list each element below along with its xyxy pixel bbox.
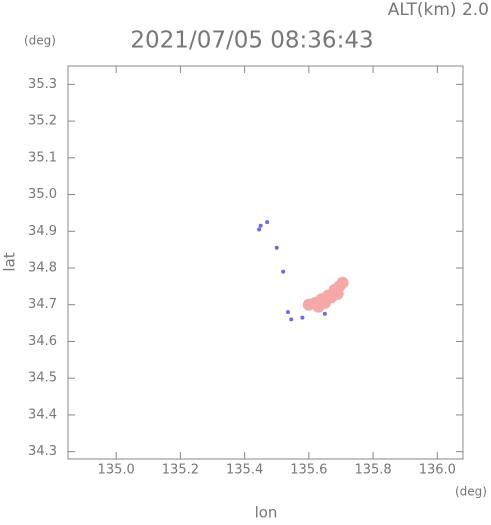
echo-point — [289, 317, 294, 322]
y-tick-label: 34.8 — [28, 261, 57, 276]
y-tick-label: 34.3 — [28, 444, 57, 459]
y-tick-label: 35.2 — [28, 114, 57, 129]
y-tick-label: 35.1 — [28, 150, 57, 165]
echo-point — [274, 245, 279, 250]
x-tick-label: 135.0 — [98, 463, 135, 478]
x-unit: (deg) — [455, 485, 487, 499]
y-tick-label: 35.3 — [28, 77, 57, 92]
altitude-label: ALT(km) 2.0 — [388, 0, 489, 20]
echo-point — [336, 276, 349, 289]
echo-point — [265, 220, 270, 225]
echo-point — [258, 223, 263, 228]
y-tick-label: 34.5 — [28, 371, 57, 386]
y-axis-label: lat — [1, 252, 19, 271]
echo-point — [257, 227, 262, 232]
x-tick-label: 135.2 — [162, 463, 199, 478]
echo-point — [281, 269, 286, 274]
y-tick-label: 35.0 — [28, 187, 57, 202]
x-axis-label: lon — [255, 504, 278, 522]
y-tick-label: 34.7 — [28, 297, 57, 312]
x-tick-label: 135.6 — [290, 463, 327, 478]
x-tick-label: 136.0 — [419, 463, 456, 478]
x-tick-label: 135.4 — [226, 463, 263, 478]
y-tick-label: 34.9 — [28, 224, 57, 239]
y-tick-label: 34.6 — [28, 334, 57, 349]
x-tick-label: 135.8 — [354, 463, 391, 478]
plot-frame — [67, 65, 464, 460]
echo-point — [322, 311, 327, 316]
chart-title: 2021/07/05 08:36:43 — [130, 28, 373, 54]
echo-point — [300, 315, 305, 320]
y-tick-label: 34.4 — [28, 407, 57, 422]
echo-point — [331, 287, 344, 300]
y-unit: (deg) — [24, 34, 56, 48]
echo-point — [285, 310, 290, 315]
